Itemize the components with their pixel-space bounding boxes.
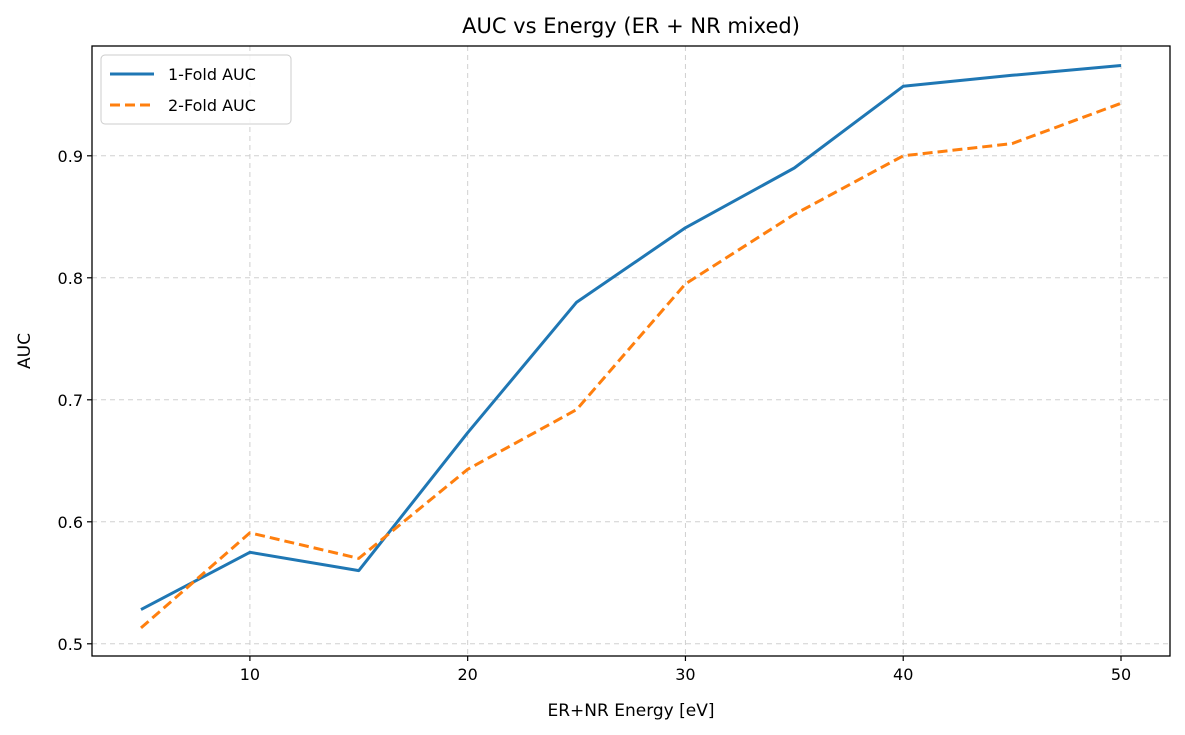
series-line-2 (140, 101, 1122, 630)
x-axis-title: ER+NR Energy [eV] (547, 701, 714, 721)
legend: 1-Fold AUC 2-Fold AUC (100, 54, 292, 125)
y-axis-title: AUC (15, 333, 35, 369)
y-tick-label: 0.6 (58, 513, 83, 532)
y-tick-label: 0.9 (58, 147, 83, 166)
series-layer (140, 64, 1122, 630)
x-tick-label: 50 (1111, 665, 1131, 684)
y-tick-label: 0.5 (58, 635, 83, 654)
legend-label-2: 2-Fold AUC (168, 96, 256, 115)
legend-label-1: 1-Fold AUC (168, 65, 256, 84)
chart-title: AUC vs Energy (ER + NR mixed) (462, 14, 800, 38)
legend-frame (100, 54, 292, 125)
x-tick-label: 30 (675, 665, 695, 684)
x-tick-label: 10 (240, 665, 260, 684)
y-tick-label: 0.8 (58, 269, 83, 288)
plot-frame (91, 45, 1171, 657)
y-tick-label: 0.7 (58, 391, 83, 410)
x-axis: 10 20 30 40 50 (240, 656, 1131, 684)
x-tick-label: 20 (457, 665, 477, 684)
grid (92, 46, 1170, 656)
x-tick-label: 40 (893, 665, 913, 684)
series-line-1 (140, 64, 1122, 611)
y-axis: 0.5 0.6 0.7 0.8 0.9 (58, 147, 92, 654)
